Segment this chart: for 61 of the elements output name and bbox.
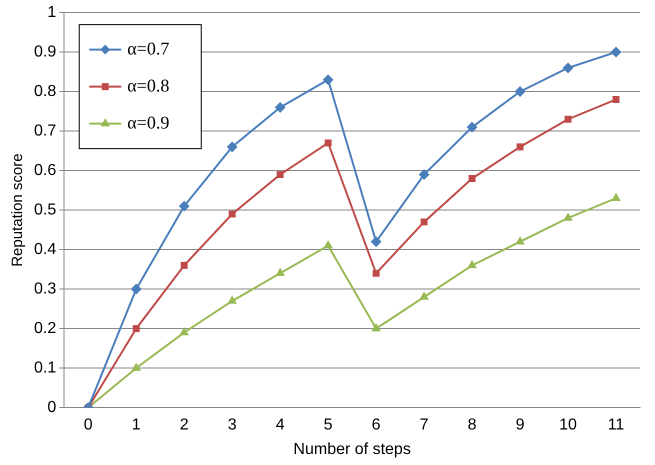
point — [180, 262, 188, 269]
point — [276, 171, 284, 178]
x-tick-label: 7 — [420, 416, 429, 434]
point — [468, 175, 476, 182]
x-tick-label: 3 — [228, 416, 237, 434]
point — [467, 122, 478, 132]
x-tick-label: 6 — [372, 416, 381, 434]
x-tick-label: 5 — [324, 416, 333, 434]
point — [612, 96, 620, 103]
point — [516, 237, 524, 244]
point — [371, 236, 382, 247]
x-tick-label: 11 — [608, 416, 624, 434]
point — [468, 260, 476, 268]
point — [563, 62, 574, 73]
y-tick-label: 0.8 — [34, 83, 56, 100]
point — [372, 324, 380, 332]
point — [515, 86, 526, 97]
x-tick-label: 9 — [516, 416, 525, 434]
point — [323, 74, 334, 85]
y-tick-label: 0.7 — [34, 122, 56, 140]
point — [516, 143, 524, 150]
point — [228, 296, 236, 304]
point — [564, 116, 572, 123]
point — [611, 47, 622, 58]
y-tick-label: 0.2 — [34, 320, 56, 338]
point — [132, 364, 140, 371]
point — [131, 284, 142, 294]
x-tick-label: 10 — [559, 416, 578, 434]
point — [420, 292, 428, 300]
legend-label: α=0.9 — [127, 112, 170, 132]
x-tick-label: 2 — [180, 416, 189, 434]
y-tick-label: 0 — [47, 399, 56, 416]
point — [612, 194, 620, 201]
y-tick-label: 0.3 — [34, 280, 56, 298]
y-tick-label: 0.6 — [34, 162, 56, 180]
y-tick-label: 0.5 — [34, 202, 56, 219]
y-tick-label: 0.9 — [34, 44, 56, 61]
y-axis-title: Reputation score — [9, 153, 26, 267]
point — [180, 328, 188, 336]
point — [275, 102, 286, 112]
point — [420, 218, 428, 226]
x-tick-label: 0 — [84, 416, 93, 434]
x-axis-title: Number of steps — [293, 440, 411, 458]
legend-label: α=0.8 — [127, 75, 170, 96]
x-tick-label: 4 — [276, 416, 285, 434]
y-tick-label: 1 — [47, 4, 56, 22]
y-tick-label: 0.1 — [34, 360, 56, 377]
point — [564, 214, 572, 221]
legend-label: α=0.7 — [127, 38, 170, 58]
x-tick-label: 1 — [132, 416, 141, 434]
point — [372, 270, 380, 277]
point — [228, 210, 236, 218]
x-tick-label: 8 — [468, 416, 477, 434]
point — [227, 142, 238, 152]
point — [324, 241, 332, 248]
point — [324, 139, 332, 146]
point — [276, 268, 284, 276]
point — [419, 170, 430, 180]
y-tick-label: 0.4 — [34, 241, 56, 258]
point — [132, 325, 140, 332]
point — [179, 201, 190, 212]
